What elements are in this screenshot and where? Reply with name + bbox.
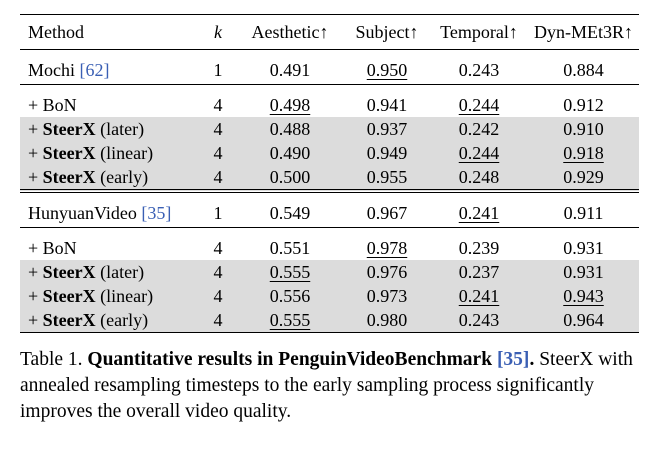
- aesthetic-cell: 0.491: [236, 49, 344, 85]
- citation-link[interactable]: [62]: [79, 60, 110, 80]
- dyn-cell: 0.884: [528, 49, 639, 85]
- table-row: + SteerX (later) 4 0.555 0.976 0.237 0.9…: [20, 260, 639, 284]
- subject-cell: 0.950: [366, 60, 408, 80]
- header-temporal: Temporal↑: [430, 14, 528, 50]
- method-cell: HunyuanVideo [35]: [20, 189, 200, 228]
- k-cell: 1: [200, 49, 236, 85]
- subject-cell: 0.937: [344, 117, 430, 141]
- aesthetic-cell: 0.551: [236, 227, 344, 260]
- table-row: + BoN 4 0.551 0.978 0.239 0.931: [20, 227, 639, 260]
- table-row: + BoN 4 0.498 0.941 0.244 0.912: [20, 84, 639, 117]
- results-table: Method k Aesthetic↑ Subject↑ Temporal↑ D…: [20, 14, 639, 333]
- aesthetic-cell: 0.488: [236, 117, 344, 141]
- header-row: Method k Aesthetic↑ Subject↑ Temporal↑ D…: [20, 14, 639, 50]
- caption-title-end: .: [529, 349, 535, 370]
- header-subject: Subject↑: [344, 14, 430, 50]
- dyn-cell: 0.911: [528, 189, 639, 228]
- temporal-cell: 0.243: [430, 308, 528, 333]
- method-cell: + SteerX (linear): [20, 141, 200, 165]
- temporal-cell: 0.237: [430, 260, 528, 284]
- dyn-cell: 0.943: [563, 286, 604, 306]
- method-cell: + SteerX (later): [20, 260, 200, 284]
- method-cell: + SteerX (early): [20, 165, 200, 191]
- method-cell: + SteerX (early): [20, 308, 200, 333]
- k-cell: 4: [200, 117, 236, 141]
- temporal-cell: 0.243: [430, 49, 528, 85]
- subject-cell: 0.949: [344, 141, 430, 165]
- subject-cell: 0.941: [344, 84, 430, 117]
- aesthetic-cell: 0.500: [236, 165, 344, 191]
- k-cell: 4: [200, 165, 236, 191]
- temporal-cell: 0.248: [430, 165, 528, 191]
- dyn-cell: 0.964: [528, 308, 639, 333]
- aesthetic-cell: 0.549: [236, 189, 344, 228]
- subject-cell: 0.955: [344, 165, 430, 191]
- aesthetic-cell: 0.555: [269, 262, 311, 282]
- temporal-cell: 0.239: [430, 227, 528, 260]
- table-row: + SteerX (early) 4 0.555 0.980 0.243 0.9…: [20, 308, 639, 333]
- temporal-cell: 0.241: [458, 286, 500, 306]
- caption-body: SteerX with annealed resampling timestep…: [20, 349, 633, 422]
- dyn-cell: 0.931: [528, 227, 639, 260]
- k-cell: 1: [200, 189, 236, 228]
- k-cell: 4: [200, 284, 236, 308]
- header-k: k: [200, 14, 236, 50]
- aesthetic-cell: 0.498: [269, 95, 311, 115]
- k-cell: 4: [200, 260, 236, 284]
- temporal-cell: 0.241: [458, 203, 500, 223]
- table-row: + SteerX (early) 4 0.500 0.955 0.248 0.9…: [20, 165, 639, 191]
- aesthetic-cell: 0.556: [236, 284, 344, 308]
- dyn-cell: 0.918: [563, 143, 604, 163]
- table-caption: Table 1. Quantitative results in Penguin…: [20, 347, 635, 425]
- subject-cell: 0.967: [344, 189, 430, 228]
- table-row: + SteerX (linear) 4 0.556 0.973 0.241 0.…: [20, 284, 639, 308]
- subject-cell: 0.976: [344, 260, 430, 284]
- k-cell: 4: [200, 141, 236, 165]
- subject-cell: 0.978: [366, 238, 408, 258]
- table-row: + SteerX (later) 4 0.488 0.937 0.242 0.9…: [20, 117, 639, 141]
- temporal-cell: 0.242: [430, 117, 528, 141]
- dyn-cell: 0.910: [528, 117, 639, 141]
- subject-cell: 0.973: [344, 284, 430, 308]
- method-cell: + BoN: [20, 84, 200, 117]
- caption-title: Quantitative results in PenguinVideoBenc…: [87, 349, 497, 370]
- method-cell: + SteerX (linear): [20, 284, 200, 308]
- k-cell: 4: [200, 308, 236, 333]
- k-cell: 4: [200, 227, 236, 260]
- method-cell: + SteerX (later): [20, 117, 200, 141]
- subject-cell: 0.980: [344, 308, 430, 333]
- header-dyn: Dyn-MEt3R↑: [528, 14, 639, 50]
- table-row-hunyuan: HunyuanVideo [35] 1 0.549 0.967 0.241 0.…: [20, 189, 639, 228]
- caption-citation-link[interactable]: [35]: [496, 349, 530, 370]
- dyn-cell: 0.912: [528, 84, 639, 117]
- caption-label: Table 1.: [20, 349, 88, 370]
- header-aesthetic: Aesthetic↑: [236, 14, 344, 50]
- method-cell: + BoN: [20, 227, 200, 260]
- method-cell: Mochi [62]: [20, 49, 200, 85]
- dyn-cell: 0.929: [528, 165, 639, 191]
- k-cell: 4: [200, 84, 236, 117]
- temporal-cell: 0.244: [458, 143, 500, 163]
- aesthetic-cell: 0.490: [236, 141, 344, 165]
- header-method: Method: [20, 14, 200, 50]
- dyn-cell: 0.931: [528, 260, 639, 284]
- table-row: + SteerX (linear) 4 0.490 0.949 0.244 0.…: [20, 141, 639, 165]
- table-row-mochi: Mochi [62] 1 0.491 0.950 0.243 0.884: [20, 49, 639, 85]
- aesthetic-cell: 0.555: [269, 310, 311, 330]
- temporal-cell: 0.244: [458, 95, 500, 115]
- citation-link[interactable]: [35]: [141, 203, 172, 223]
